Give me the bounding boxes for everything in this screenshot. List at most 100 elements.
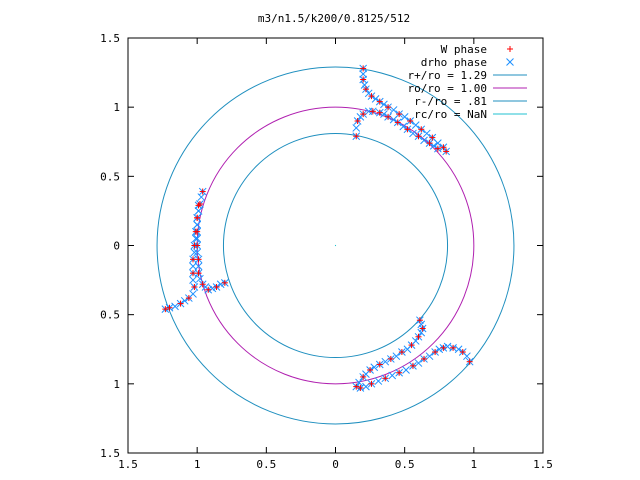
w-phase-point-0-2 xyxy=(362,86,369,93)
drho-phase-point-0-1 xyxy=(359,70,368,78)
w-phase-point-5-1 xyxy=(459,349,466,356)
w-phase-point-3-7 xyxy=(205,286,212,293)
w-phase-point-0-5 xyxy=(385,104,392,111)
w-phase-point-0-8 xyxy=(418,126,425,133)
w-phase-point-2-1 xyxy=(196,201,203,207)
w-phase-point-5-10 xyxy=(357,384,364,391)
y-tick-label-5: 1 xyxy=(113,378,120,391)
legend-label-0: W phase xyxy=(441,43,487,56)
legend-marker-1 xyxy=(506,58,514,66)
w-phase-point-2-6 xyxy=(190,270,197,277)
w-phase-point-3-2 xyxy=(194,228,201,235)
w-phase-point-3-1 xyxy=(194,214,201,221)
ticks-layer: 1.5 1 0.5 0 0.5 1 1.51.510.500.511.5 xyxy=(100,32,553,471)
drho-phase-point-5-11 xyxy=(414,359,423,367)
w-phase-point-2-11 xyxy=(162,306,169,313)
w-phase-point-3-6 xyxy=(199,281,206,288)
x-tick-label-5: 1 xyxy=(471,458,478,471)
w-phase-point-0-6 xyxy=(396,111,403,118)
w-phase-point-5-6 xyxy=(409,362,416,369)
w-phase-point-1-9 xyxy=(426,140,433,147)
w-phase-point-3-0 xyxy=(195,202,202,209)
drho-phase-point-4-11 xyxy=(381,357,390,366)
drho-phase-point-4-9 xyxy=(392,352,401,361)
drho-phase-point-3-5 xyxy=(193,234,202,243)
drho-phase-point-1-16 xyxy=(420,136,428,145)
legend-label-2: r+/ro = 1.29 xyxy=(408,69,487,82)
x-tick-label-0: 1.5 xyxy=(118,458,138,471)
w-phase-point-1-3 xyxy=(369,108,376,115)
w-phase-point-2-0 xyxy=(199,188,206,195)
drho-phase-point-2-9 xyxy=(190,248,199,257)
w-phase-point-2-8 xyxy=(185,295,192,302)
legend-label-5: rc/ro = NaN xyxy=(414,108,487,121)
legend-label-4: r-/ro = .81 xyxy=(414,95,487,108)
x-tick-label-2: 0.5 xyxy=(256,458,276,471)
drho-phase-point-4-1 xyxy=(417,320,426,329)
circle-2 xyxy=(222,132,449,359)
w-phase-point-4-9 xyxy=(353,383,360,390)
w-phase-point-3-8 xyxy=(213,284,220,290)
drho-phase-point-3-3 xyxy=(193,220,202,229)
w-phase-point-2-7 xyxy=(191,284,198,290)
w-phase-point-0-1 xyxy=(360,76,367,83)
w-phase-point-5-7 xyxy=(396,369,403,376)
drho-phase-point-0-11 xyxy=(389,106,398,114)
w-phase-point-0-3 xyxy=(368,93,375,100)
w-phase-point-1-6 xyxy=(394,119,401,126)
w-phase-point-3-9 xyxy=(221,279,228,286)
w-phase-point-1-2 xyxy=(360,111,367,118)
w-phase-point-2-5 xyxy=(190,256,197,263)
drho-phase-point-2-11 xyxy=(189,262,197,271)
w-phase-point-4-3 xyxy=(408,342,415,349)
w-phase-point-2-9 xyxy=(177,300,184,307)
w-phase-point-5-2 xyxy=(450,344,457,351)
circles-layer xyxy=(156,66,515,425)
center-dot xyxy=(334,244,337,247)
w-phase-point-0-10 xyxy=(440,144,447,151)
w-phase-point-1-5 xyxy=(385,113,392,120)
drho-phase-point-0-3 xyxy=(360,81,369,89)
w-phase-point-1-1 xyxy=(354,118,361,124)
w-phase-point-5-0 xyxy=(466,358,473,365)
w-phase-point-5-9 xyxy=(368,380,375,387)
w-phase-point-4-7 xyxy=(367,367,374,373)
y-tick-label-4: 0.5 xyxy=(100,309,120,322)
w-phase-point-4-6 xyxy=(376,361,383,368)
drho-phase-point-0-17 xyxy=(422,129,431,138)
w-phase-point-0-11 xyxy=(443,148,450,155)
drho-phase-point-0-15 xyxy=(411,121,420,130)
w-phase-point-0-4 xyxy=(376,98,383,105)
y-tick-label-2: 0.5 xyxy=(100,170,120,183)
points-layer xyxy=(161,64,474,392)
w-phase-point-4-1 xyxy=(419,325,426,332)
drho-phase-point-5-5 xyxy=(443,342,452,351)
drho-phase-point-4-7 xyxy=(403,345,412,354)
w-phase-point-5-4 xyxy=(432,349,439,356)
w-phase-point-3-3 xyxy=(194,242,201,249)
drho-phase-point-5-13 xyxy=(402,366,410,374)
w-phase-point-4-5 xyxy=(387,355,394,362)
legend-label-3: ro/ro = 1.00 xyxy=(408,82,487,95)
w-phase-point-5-5 xyxy=(421,355,428,362)
w-phase-point-0-7 xyxy=(407,118,414,124)
circle-0 xyxy=(156,66,515,425)
drho-phase-point-3-11 xyxy=(196,274,204,283)
x-tick-label-1: 1 xyxy=(194,458,201,471)
legend-label-1: drho phase xyxy=(421,56,487,69)
x-tick-label-6: 1.5 xyxy=(533,458,553,471)
w-phase-point-4-8 xyxy=(360,373,367,380)
drho-phase-point-1-14 xyxy=(409,129,417,138)
w-phase-point-1-0 xyxy=(353,133,360,140)
drho-phase-point-5-15 xyxy=(388,371,397,380)
w-phase-point-5-3 xyxy=(440,344,447,351)
drho-phase-point-0-13 xyxy=(400,112,409,121)
w-phase-point-5-8 xyxy=(382,375,389,382)
y-tick-label-6: 1.5 xyxy=(100,447,120,460)
w-phase-point-1-7 xyxy=(404,126,411,133)
x-tick-label-4: 0.5 xyxy=(395,458,415,471)
y-tick-label-1: 1 xyxy=(113,101,120,114)
w-phase-point-0-0 xyxy=(360,65,367,72)
